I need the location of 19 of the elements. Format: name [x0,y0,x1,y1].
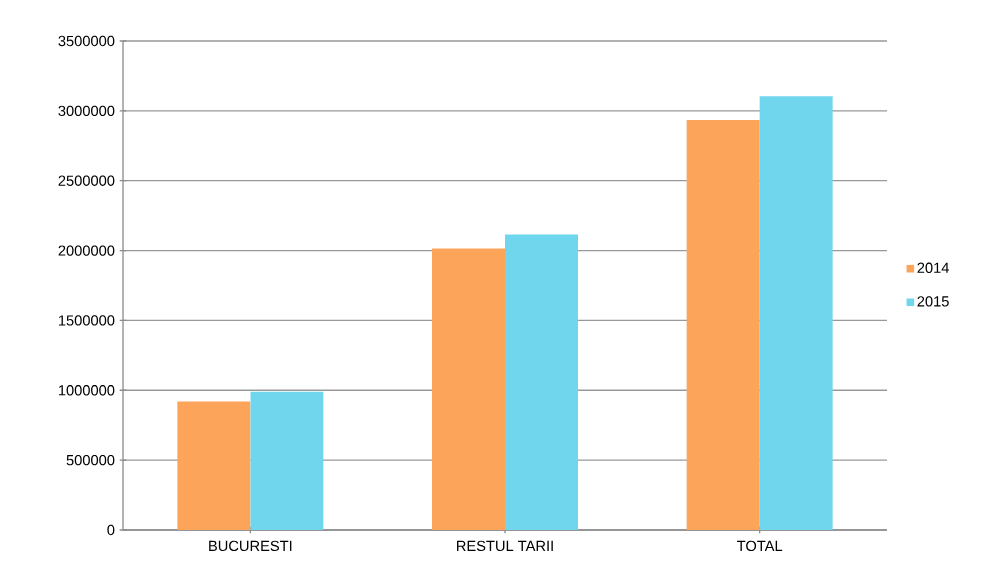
bar [686,119,760,530]
bar [759,96,833,530]
y-tick-label: 1000000 [58,385,115,396]
y-tick-label: 500000 [66,454,115,466]
y-tick-label: 2000000 [58,245,115,256]
bar [505,234,578,530]
y-tick-label: 3000000 [58,105,115,117]
y-tick-label: 3500000 [58,35,115,47]
bar [177,401,251,530]
x-tick-label: RESTUL TARII [457,540,553,552]
y-tick-label: 0 [107,524,115,536]
bar [250,391,324,530]
legend-label: 2015 [917,296,949,307]
bar [432,248,505,530]
legend-label: 2014 [917,262,949,273]
y-tick-label: 2500000 [58,175,115,186]
x-tick-label: BUCURESTI [209,540,292,552]
y-tick-label: 1500000 [58,315,115,326]
x-tick-label: TOTAL [737,540,783,552]
